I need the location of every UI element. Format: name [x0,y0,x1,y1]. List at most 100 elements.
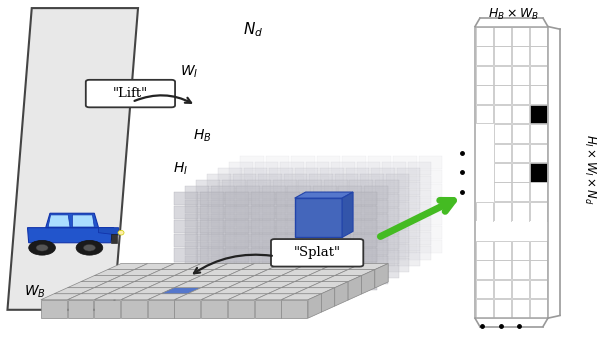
Bar [262,228,285,241]
Bar [368,212,391,225]
Bar [211,200,235,213]
Bar [222,180,246,193]
Bar [280,218,304,231]
Bar [295,198,342,237]
Bar [512,260,529,279]
Bar [357,204,380,217]
Bar [328,206,351,219]
Bar [530,202,547,221]
Bar [396,238,420,251]
Bar [418,212,442,225]
Bar [317,226,340,239]
Bar [229,232,253,245]
Bar [174,220,198,233]
Bar [254,300,281,318]
Bar [211,242,235,256]
Bar [174,192,198,205]
Bar [494,202,511,221]
Polygon shape [254,270,295,275]
Polygon shape [241,275,281,282]
Bar [382,218,406,231]
Bar [251,220,274,233]
Bar [276,234,300,247]
Bar [237,228,260,241]
Bar [331,162,355,175]
Bar [287,228,311,241]
Bar [295,224,318,237]
Bar [273,250,296,264]
Polygon shape [54,288,95,294]
Polygon shape [321,264,362,270]
Bar [382,190,406,203]
Bar [309,259,333,271]
Bar [530,144,547,162]
Bar [350,265,373,277]
Polygon shape [107,264,148,270]
Bar [273,194,296,207]
Bar [276,276,300,290]
Bar [247,208,271,221]
Bar [494,299,511,318]
Bar [174,248,198,262]
Bar [196,222,220,235]
Bar [243,182,267,195]
Bar [371,182,395,195]
Bar [229,190,253,203]
Bar [386,244,409,258]
Polygon shape [348,264,388,270]
Bar [287,200,311,213]
Bar [298,222,322,235]
Bar [287,242,311,256]
Bar [287,257,311,270]
Polygon shape [46,213,99,228]
Text: "Splat": "Splat" [293,246,340,259]
Bar [368,170,391,183]
Polygon shape [215,275,254,282]
Polygon shape [95,282,134,288]
Bar [284,259,307,271]
Circle shape [76,240,103,255]
Polygon shape [281,270,321,275]
Polygon shape [99,228,118,235]
Text: $W_B$: $W_B$ [24,283,46,299]
Bar [280,232,304,245]
Bar [393,156,417,169]
Bar [174,300,200,318]
Bar [211,228,235,241]
Bar [530,66,547,84]
Bar [174,263,198,275]
Bar [291,184,315,197]
Polygon shape [81,288,121,294]
Bar [317,170,340,183]
Bar [335,230,359,243]
Bar [148,300,174,318]
Bar [342,212,366,225]
Polygon shape [161,288,201,294]
Bar [265,226,289,239]
Bar [229,246,253,260]
Bar [276,192,300,205]
Bar [269,238,293,251]
Bar [375,222,398,235]
Text: $H_B$: $H_B$ [193,127,211,144]
Bar [207,244,231,258]
Polygon shape [188,275,228,282]
Bar [298,236,322,249]
Bar [346,252,370,266]
Polygon shape [281,282,321,288]
Bar [393,240,417,254]
Bar [291,226,315,239]
Polygon shape [228,282,268,288]
Ellipse shape [118,230,124,235]
Polygon shape [148,270,188,275]
Polygon shape [134,275,174,282]
Bar [331,246,355,260]
Bar [368,240,391,254]
Bar [295,182,318,195]
Bar [512,105,529,123]
Bar [302,234,326,247]
Bar [346,196,370,209]
Bar [530,105,547,123]
Bar [320,210,344,223]
Bar [185,270,209,284]
